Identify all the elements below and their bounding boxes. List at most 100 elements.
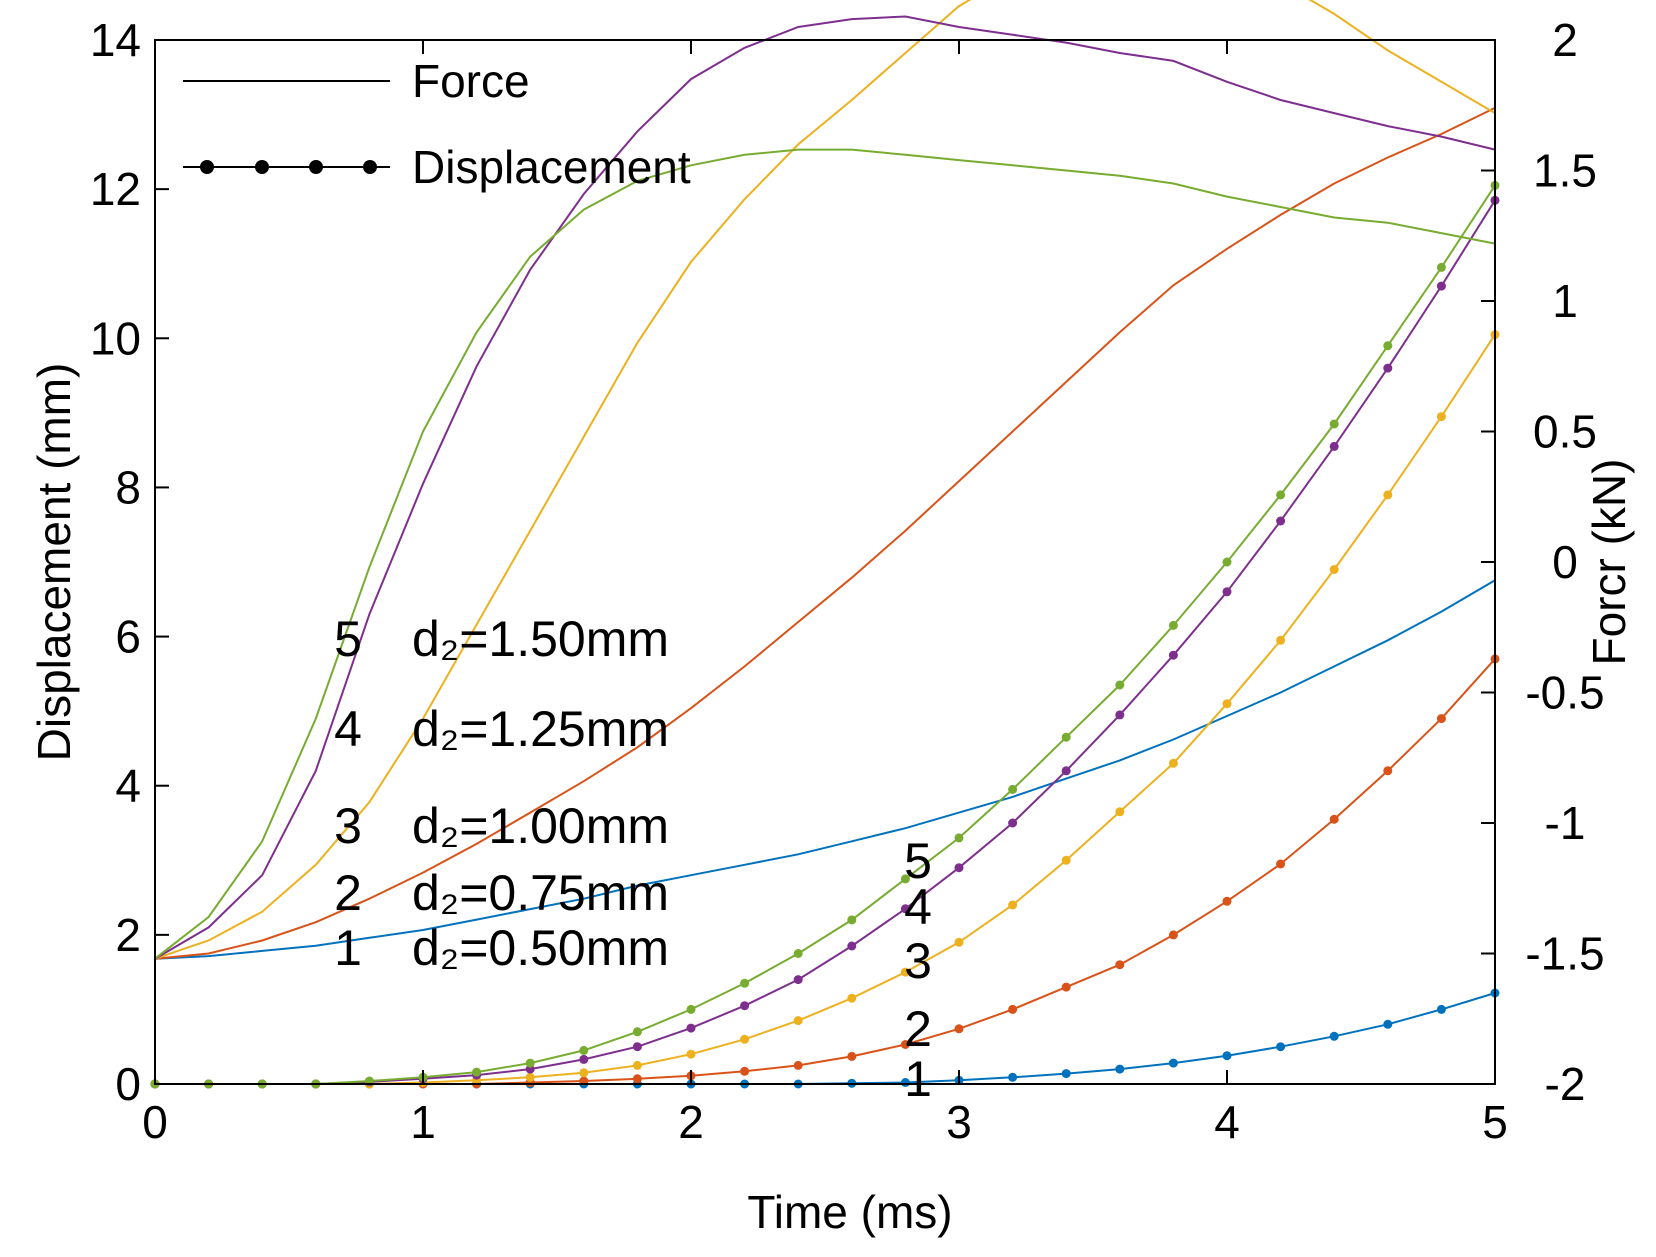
displacement-point	[1008, 1004, 1018, 1014]
displacement-point	[1115, 710, 1125, 720]
displacement-point	[1222, 557, 1232, 567]
y-right-axis-title: Forcr (kN)	[1583, 459, 1635, 666]
displacement-point	[1436, 1004, 1446, 1014]
displacement-point	[1276, 516, 1286, 526]
displacement-point	[1168, 620, 1178, 630]
annotation-text: d₂=1.25mm	[412, 701, 669, 757]
displacement-point	[1329, 1031, 1339, 1041]
y-left-tick-label: 0	[115, 1058, 141, 1110]
annotation-text: d₂=0.50mm	[412, 920, 669, 976]
displacement-point	[900, 1040, 910, 1049]
curve-label: 3	[904, 933, 932, 989]
displacement-point	[1329, 441, 1339, 451]
annotation-block: 5 d₂=1.50mm 4 d₂=1.25mm 3 d₂=1.00mm 2 d₂…	[334, 611, 669, 976]
y-left-tick-label: 6	[115, 611, 141, 663]
displacement-point	[847, 915, 857, 925]
annotation-index: 4	[334, 701, 362, 757]
x-axis-title: Time (ms)	[747, 1186, 952, 1238]
displacement-point	[1061, 766, 1071, 776]
force-line-2	[154, 107, 1496, 960]
displacement-point	[1383, 341, 1393, 351]
x-tick-label: 1	[410, 1096, 436, 1148]
displacement-point	[1436, 412, 1446, 422]
displacement-point	[793, 949, 803, 958]
displacement-point	[1436, 262, 1446, 272]
displacement-point	[579, 1054, 589, 1064]
x-tick-label: 4	[1214, 1096, 1240, 1148]
displacement-point	[793, 975, 803, 985]
displacement-point	[793, 1016, 803, 1026]
force-line-3	[154, 0, 1496, 960]
displacement-point	[1222, 587, 1232, 597]
x-tick-label: 5	[1482, 1096, 1508, 1148]
legend-displacement-label: Displacement	[412, 141, 691, 193]
legend-force-label: Force	[412, 55, 530, 107]
displacement-line-1	[155, 992, 1496, 1085]
displacement-point	[1115, 807, 1125, 817]
displacement-point	[1329, 565, 1339, 574]
annotation-index: 1	[334, 920, 362, 976]
displacement-point	[1329, 814, 1339, 824]
y-left-tick-label: 12	[90, 163, 141, 215]
displacement-point	[1008, 784, 1018, 794]
displacement-point	[1061, 732, 1071, 742]
y-right-tick-label: 0.5	[1533, 406, 1597, 458]
curve-label: 1	[904, 1051, 932, 1107]
displacement-point	[1061, 982, 1071, 992]
displacement-point	[525, 1072, 535, 1082]
y-right-tick-label: -1	[1545, 797, 1586, 849]
displacement-point	[740, 1034, 750, 1044]
annotation-index: 3	[334, 798, 362, 854]
displacement-point	[1115, 680, 1125, 690]
displacement-point	[1436, 281, 1446, 291]
displacement-point	[1383, 363, 1393, 373]
y-right-tick-label: 1.5	[1533, 145, 1597, 197]
legend: Force Displacement	[183, 55, 691, 193]
displacement-point	[525, 1058, 535, 1068]
displacement-point	[579, 1045, 589, 1055]
displacement-point	[740, 978, 750, 988]
y-right-tick-label: 2	[1552, 14, 1578, 66]
displacement-point	[579, 1068, 589, 1078]
legend-displacement-marker	[200, 160, 214, 174]
displacement-point	[847, 993, 857, 1003]
displacement-point	[954, 1024, 964, 1034]
displacement-point	[1383, 766, 1393, 776]
curve-label: 4	[904, 879, 932, 935]
x-tick-label: 3	[946, 1096, 972, 1148]
displacement-point	[632, 1074, 642, 1084]
displacement-point	[1222, 1051, 1232, 1061]
curve-labels: 5 4 3 2 1	[904, 833, 932, 1107]
y-left-tick-label: 8	[115, 461, 141, 513]
displacement-point	[1008, 1072, 1018, 1082]
y-left-axis-title: Displacement (mm)	[28, 363, 80, 762]
displacement-point	[900, 874, 910, 884]
y-left-tick-label: 2	[115, 909, 141, 961]
x-tick-label: 2	[678, 1096, 704, 1148]
displacement-point	[1061, 855, 1071, 865]
displacement-point	[1222, 896, 1232, 906]
y-right-tick-label: -1.5	[1525, 928, 1604, 980]
y-right-tick-label: 0	[1552, 536, 1578, 588]
displacement-point	[1008, 900, 1018, 910]
displacement-point	[1383, 490, 1393, 500]
displacement-point	[1061, 1069, 1071, 1079]
legend-displacement-marker	[363, 160, 377, 174]
displacement-point	[1276, 490, 1286, 500]
displacement-point	[1276, 635, 1286, 645]
displacement-point	[1436, 714, 1446, 724]
displacement-point	[1168, 930, 1178, 940]
displacement-point	[632, 1060, 642, 1070]
displacement-point	[1115, 960, 1125, 970]
force-line-5	[154, 148, 1496, 960]
displacement-point	[1008, 818, 1018, 828]
displacement-point	[954, 833, 964, 843]
legend-displacement-marker	[309, 160, 323, 174]
y-right-tick-label: 1	[1552, 275, 1578, 327]
displacement-point	[1276, 859, 1286, 869]
displacement-point	[1222, 699, 1232, 709]
legend-displacement-marker	[255, 160, 269, 174]
annotation-index: 2	[334, 865, 362, 921]
